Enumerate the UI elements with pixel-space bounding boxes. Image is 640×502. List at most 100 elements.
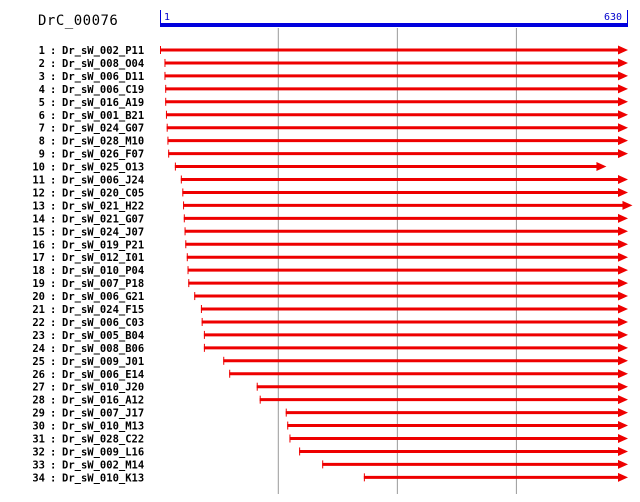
clone-separator: : <box>50 149 56 161</box>
arrowhead-icon <box>618 45 628 55</box>
arrowhead-icon <box>618 472 628 482</box>
ruler-end-label: 630 <box>604 12 622 23</box>
clone-name[interactable]: Dr_sW_007_P18 <box>62 278 144 290</box>
clone-name[interactable]: Dr_sW_028_M10 <box>62 136 144 148</box>
clone-index: 28 <box>32 395 45 407</box>
clone-name[interactable]: Dr_sW_006_E14 <box>62 369 144 381</box>
clone-index: 20 <box>32 291 45 303</box>
clone-index: 11 <box>32 175 45 187</box>
clone-name[interactable]: Dr_sW_009_J01 <box>62 356 144 368</box>
clone-separator: : <box>50 162 56 174</box>
clone-separator: : <box>50 136 56 148</box>
clone-name[interactable]: Dr_sW_016_A12 <box>62 395 144 407</box>
clone-name[interactable]: Dr_sW_006_C19 <box>62 84 144 96</box>
clone-name[interactable]: Dr_sW_007_J17 <box>62 408 144 420</box>
arrowhead-icon <box>618 136 628 146</box>
arrowhead-icon <box>618 330 628 340</box>
clone-separator: : <box>50 71 56 83</box>
arrowhead-icon <box>618 265 628 275</box>
clone-name[interactable]: Dr_sW_006_C03 <box>62 317 144 329</box>
arrowhead-icon <box>618 97 628 107</box>
clone-separator: : <box>50 421 56 433</box>
clone-name[interactable]: Dr_sW_010_P04 <box>62 265 144 277</box>
clone-name[interactable]: Dr_sW_002_M14 <box>62 459 144 471</box>
clone-separator: : <box>50 472 56 484</box>
clone-name[interactable]: Dr_sW_006_G21 <box>62 291 144 303</box>
clone-name[interactable]: Dr_sW_010_M13 <box>62 421 144 433</box>
clone-separator: : <box>50 265 56 277</box>
arrowhead-icon <box>618 446 628 456</box>
clone-name[interactable]: Dr_sW_012_I01 <box>62 252 144 264</box>
clone-separator: : <box>50 213 56 225</box>
clone-separator: : <box>50 110 56 122</box>
clone-name[interactable]: Dr_sW_008_O04 <box>62 58 144 70</box>
clone-name[interactable]: Dr_sW_002_P11 <box>62 45 144 57</box>
clone-index: 14 <box>32 213 45 225</box>
clone-name[interactable]: Dr_sW_005_B04 <box>62 330 144 342</box>
clone-name[interactable]: Dr_sW_009_L16 <box>62 446 144 458</box>
clone-separator: : <box>50 291 56 303</box>
arrowhead-icon <box>618 317 628 327</box>
clone-name[interactable]: Dr_sW_010_J20 <box>62 382 144 394</box>
arrowhead-icon <box>618 356 628 366</box>
clone-separator: : <box>50 395 56 407</box>
clone-separator: : <box>50 330 56 342</box>
clone-index: 2 <box>39 58 45 70</box>
clone-name[interactable]: Dr_sW_021_G07 <box>62 213 144 225</box>
clone-separator: : <box>50 175 56 187</box>
clone-index: 7 <box>39 123 45 135</box>
clone-index: 34 <box>32 472 45 484</box>
arrowhead-icon <box>618 239 628 249</box>
contig-title: DrC_00076 <box>38 13 119 29</box>
arrowhead-icon <box>618 123 628 133</box>
clone-index: 15 <box>32 226 45 238</box>
clone-separator: : <box>50 97 56 109</box>
clone-name[interactable]: Dr_sW_010_K13 <box>62 472 144 484</box>
arrowhead-icon <box>618 382 628 392</box>
clone-separator: : <box>50 239 56 251</box>
clone-index: 26 <box>32 369 45 381</box>
clone-index: 30 <box>32 421 45 433</box>
clone-index: 33 <box>32 459 45 471</box>
clone-name[interactable]: Dr_sW_021_H22 <box>62 200 144 212</box>
clone-name[interactable]: Dr_sW_024_G07 <box>62 123 144 135</box>
clone-name[interactable]: Dr_sW_016_A19 <box>62 97 144 109</box>
clone-index: 6 <box>39 110 45 122</box>
clone-index: 13 <box>32 200 45 212</box>
arrowhead-icon <box>618 304 628 314</box>
clone-name[interactable]: Dr_sW_025_O13 <box>62 162 144 174</box>
clone-name[interactable]: Dr_sW_020_C05 <box>62 187 144 199</box>
clone-index: 3 <box>39 71 45 83</box>
clone-separator: : <box>50 84 56 96</box>
clone-separator: : <box>50 252 56 264</box>
arrowhead-icon <box>618 71 628 81</box>
clone-index: 19 <box>32 278 45 290</box>
clone-name[interactable]: Dr_sW_019_P21 <box>62 239 144 251</box>
arrowhead-icon <box>618 278 628 288</box>
clone-name[interactable]: Dr_sW_024_J07 <box>62 226 144 238</box>
arrowhead-icon <box>618 213 628 223</box>
arrowhead-icon <box>618 395 628 405</box>
clone-name[interactable]: Dr_sW_028_C22 <box>62 434 144 446</box>
clone-name[interactable]: Dr_sW_001_B21 <box>62 110 144 122</box>
clone-separator: : <box>50 187 56 199</box>
clone-index: 31 <box>32 434 45 446</box>
arrowhead-icon <box>618 226 628 236</box>
arrowhead-icon <box>618 110 628 120</box>
clone-name[interactable]: Dr_sW_006_J24 <box>62 175 144 187</box>
clone-separator: : <box>50 123 56 135</box>
arrowhead-icon <box>618 291 628 301</box>
clone-separator: : <box>50 226 56 238</box>
clone-index: 10 <box>32 162 45 174</box>
clone-separator: : <box>50 382 56 394</box>
clone-name[interactable]: Dr_sW_006_D11 <box>62 71 144 83</box>
clone-name[interactable]: Dr_sW_008_B06 <box>62 343 144 355</box>
clone-name[interactable]: Dr_sW_024_F15 <box>62 304 144 316</box>
clone-index: 5 <box>39 97 45 109</box>
clone-separator: : <box>50 343 56 355</box>
clone-index: 9 <box>39 149 45 161</box>
clone-index: 12 <box>32 187 45 199</box>
clone-name[interactable]: Dr_sW_026_F07 <box>62 149 144 161</box>
arrowhead-icon <box>622 200 633 210</box>
